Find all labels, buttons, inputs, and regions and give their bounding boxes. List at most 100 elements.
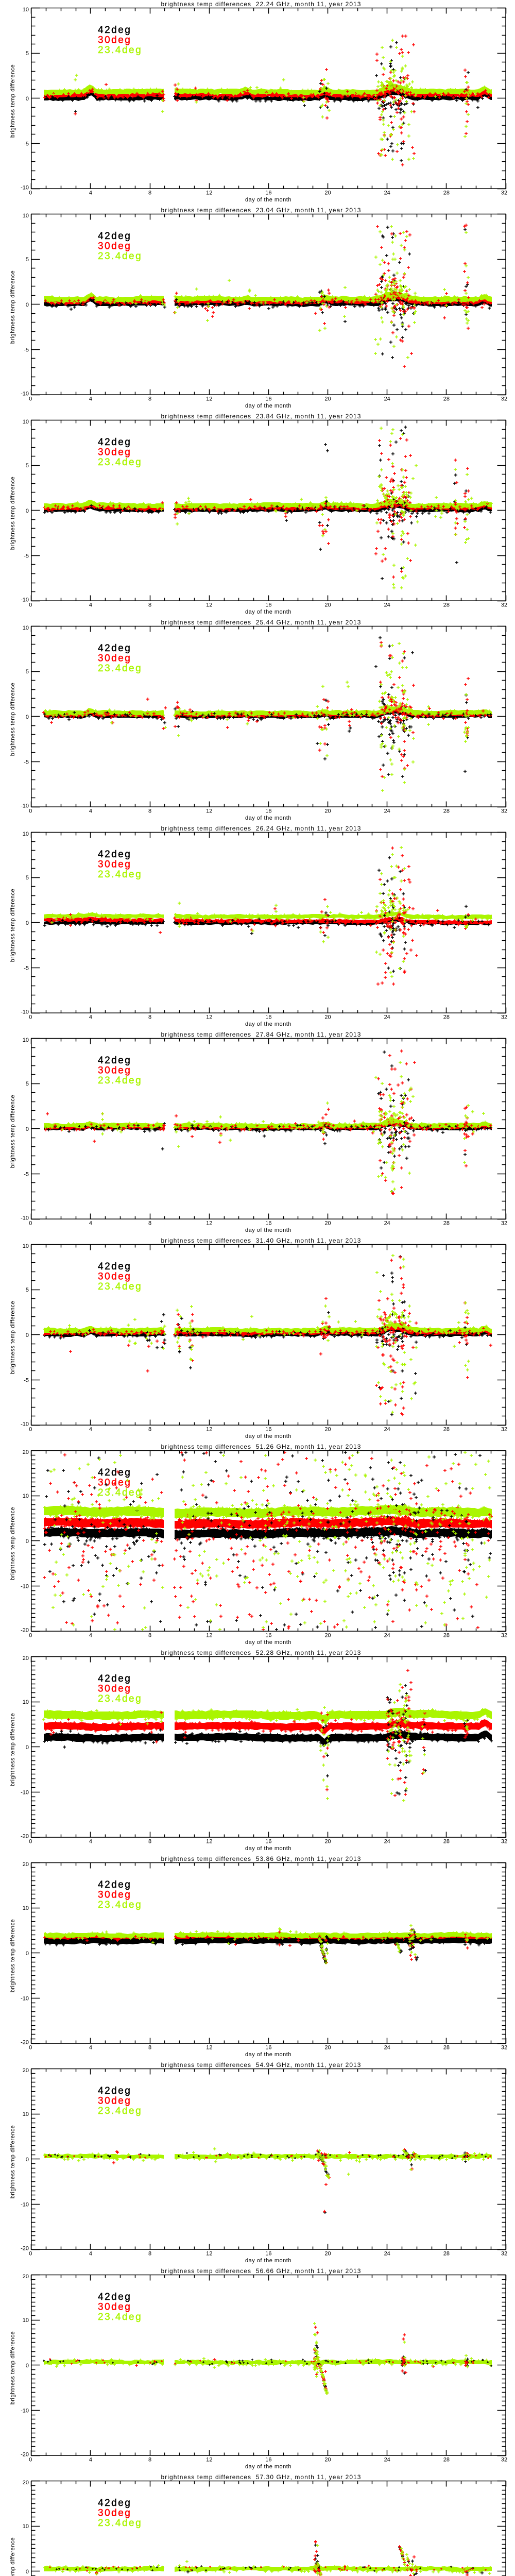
svg-text:brightness temp differences 2: brightness temp differences 25.44 GHz, m…: [161, 619, 361, 626]
svg-text:24: 24: [384, 1633, 390, 1639]
svg-text:30deg: 30deg: [98, 2302, 131, 2313]
svg-text:0: 0: [26, 2363, 29, 2369]
svg-text:day of the month: day of the month: [245, 2258, 291, 2264]
svg-text:8: 8: [148, 2251, 151, 2257]
svg-text:brightness temp difference: brightness temp difference: [10, 1713, 16, 1786]
svg-text:brightness temp differences 2: brightness temp differences 26.24 GHz, m…: [161, 825, 361, 832]
svg-text:4: 4: [89, 808, 92, 815]
svg-text:32: 32: [501, 1839, 507, 1845]
svg-text:5: 5: [26, 50, 29, 57]
svg-text:0: 0: [26, 2569, 29, 2575]
svg-text:28: 28: [443, 1633, 450, 1639]
svg-text:0: 0: [26, 1538, 29, 1545]
svg-text:42deg: 42deg: [98, 1467, 131, 1478]
svg-text:23.4deg: 23.4deg: [98, 663, 142, 674]
svg-text:brightness temp differences 5: brightness temp differences 56.66 GHz, m…: [161, 2267, 361, 2275]
svg-text:12: 12: [206, 1839, 212, 1845]
svg-text:-10: -10: [21, 1421, 29, 1428]
svg-text:12: 12: [206, 1221, 212, 1227]
svg-text:28: 28: [443, 190, 450, 196]
svg-text:20: 20: [324, 1427, 331, 1433]
svg-text:4: 4: [89, 190, 92, 196]
svg-text:28: 28: [443, 602, 450, 608]
svg-text:23.4deg: 23.4deg: [98, 2106, 142, 2116]
svg-text:23.4deg: 23.4deg: [98, 251, 142, 262]
svg-text:42deg: 42deg: [98, 2086, 131, 2096]
svg-text:brightness temp differences 2: brightness temp differences 22.24 GHz, m…: [161, 1, 361, 8]
svg-text:16: 16: [265, 1839, 271, 1845]
svg-text:28: 28: [443, 2457, 450, 2463]
svg-text:24: 24: [384, 1839, 390, 1845]
svg-text:brightness temp differences 5: brightness temp differences 53.86 GHz, m…: [161, 1855, 361, 1862]
svg-text:-10: -10: [21, 1584, 29, 1590]
svg-text:8: 8: [148, 1633, 151, 1639]
svg-text:20: 20: [23, 1449, 29, 1455]
svg-text:brightness temp differences 5: brightness temp differences 54.94 GHz, m…: [161, 2061, 361, 2069]
svg-text:20: 20: [324, 2251, 331, 2257]
svg-text:10: 10: [23, 1699, 29, 1705]
svg-text:brightness temp difference: brightness temp difference: [10, 477, 16, 550]
svg-text:20: 20: [23, 2067, 29, 2074]
svg-text:0: 0: [29, 2251, 32, 2257]
svg-text:-10: -10: [21, 1215, 29, 1222]
svg-text:brightness temp difference: brightness temp difference: [10, 1507, 16, 1580]
svg-text:24: 24: [384, 190, 390, 196]
svg-text:24: 24: [384, 396, 390, 402]
svg-text:23.4deg: 23.4deg: [98, 1281, 142, 1292]
svg-text:10: 10: [23, 7, 29, 13]
svg-text:12: 12: [206, 2251, 212, 2257]
svg-text:8: 8: [148, 602, 151, 608]
svg-text:24: 24: [384, 1427, 390, 1433]
svg-text:5: 5: [26, 463, 29, 469]
svg-text:8: 8: [148, 1839, 151, 1845]
svg-text:16: 16: [265, 396, 271, 402]
svg-text:4: 4: [89, 1633, 92, 1639]
svg-text:30deg: 30deg: [98, 1272, 131, 1282]
svg-text:8: 8: [148, 190, 151, 196]
svg-text:20: 20: [324, 1221, 331, 1227]
svg-text:0: 0: [26, 920, 29, 926]
svg-text:10: 10: [23, 1243, 29, 1249]
svg-text:24: 24: [384, 1014, 390, 1021]
svg-text:28: 28: [443, 2045, 450, 2051]
svg-text:32: 32: [501, 190, 507, 196]
svg-text:10: 10: [23, 213, 29, 219]
svg-text:24: 24: [384, 602, 390, 608]
svg-text:42deg: 42deg: [98, 1673, 131, 1684]
svg-text:4: 4: [89, 396, 92, 402]
svg-text:12: 12: [206, 1427, 212, 1433]
svg-text:20: 20: [324, 2045, 331, 2051]
svg-text:30deg: 30deg: [98, 859, 131, 870]
svg-text:16: 16: [265, 190, 271, 196]
svg-text:12: 12: [206, 396, 212, 402]
svg-text:20: 20: [324, 1633, 331, 1639]
svg-text:-10: -10: [21, 1790, 29, 1796]
svg-text:8: 8: [148, 1014, 151, 1021]
svg-text:-5: -5: [24, 553, 29, 560]
svg-text:0: 0: [29, 396, 32, 402]
svg-text:0: 0: [26, 302, 29, 308]
svg-text:16: 16: [265, 808, 271, 815]
svg-text:24: 24: [384, 808, 390, 815]
svg-text:32: 32: [501, 1633, 507, 1639]
svg-text:-5: -5: [24, 965, 29, 972]
svg-text:brightness temp differences 2: brightness temp differences 27.84 GHz, m…: [161, 1031, 361, 1038]
svg-text:8: 8: [148, 396, 151, 402]
svg-text:0: 0: [26, 1332, 29, 1338]
svg-text:20: 20: [324, 1014, 331, 1021]
svg-text:-10: -10: [21, 1996, 29, 2002]
svg-text:-20: -20: [21, 1834, 29, 1840]
svg-text:brightness temp difference: brightness temp difference: [10, 2125, 16, 2198]
svg-text:16: 16: [265, 2045, 271, 2051]
svg-text:12: 12: [206, 602, 212, 608]
svg-text:brightness temp difference: brightness temp difference: [10, 64, 16, 138]
svg-text:23.4deg: 23.4deg: [98, 2312, 142, 2323]
svg-text:brightness temp difference: brightness temp difference: [10, 1919, 16, 1992]
svg-text:30deg: 30deg: [98, 35, 131, 46]
svg-text:4: 4: [89, 1839, 92, 1845]
svg-text:-10: -10: [21, 1009, 29, 1015]
svg-text:16: 16: [265, 1633, 271, 1639]
svg-text:42deg: 42deg: [98, 1879, 131, 1890]
svg-text:4: 4: [89, 1221, 92, 1227]
svg-text:brightness temp differences 2: brightness temp differences 23.84 GHz, m…: [161, 413, 361, 420]
